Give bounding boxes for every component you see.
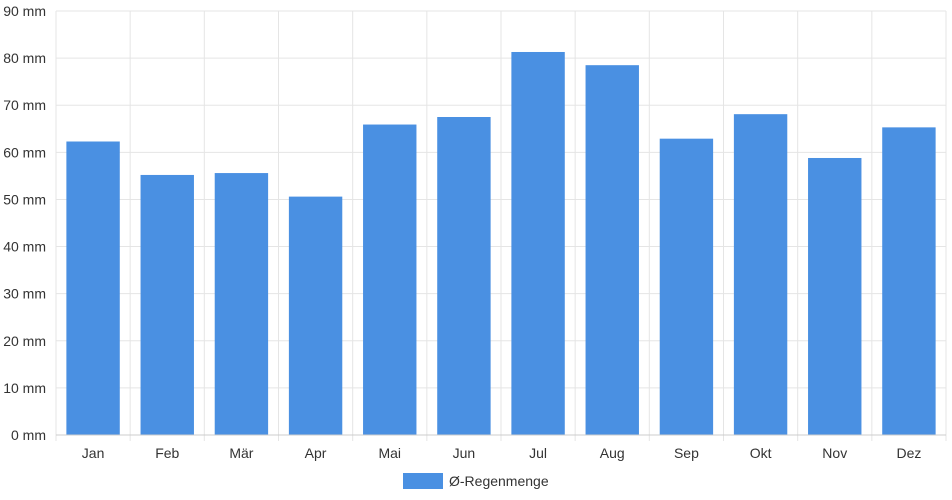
bar[interactable] (437, 117, 491, 435)
x-tick-label: Apr (305, 445, 327, 461)
legend-swatch (403, 473, 443, 489)
x-tick-label: Jul (529, 445, 547, 461)
y-tick-label: 20 mm (3, 333, 46, 349)
bar[interactable] (511, 51, 565, 436)
x-tick-label: Aug (600, 445, 625, 461)
bar[interactable] (808, 157, 862, 435)
x-tick-label: Jan (82, 445, 105, 461)
y-tick-label: 0 mm (11, 427, 46, 443)
grid-lines (55, 10, 947, 441)
y-tick-label: 10 mm (3, 380, 46, 396)
bar[interactable] (363, 124, 417, 435)
y-axis-ticks: 0 mm 10 mm 20 mm 30 mm 40 mm 50 mm 60 mm 70 mm 8… (3, 3, 46, 443)
y-tick-label: 60 mm (3, 144, 46, 160)
y-tick-label: 50 mm (3, 191, 46, 207)
x-tick-label: Okt (750, 445, 772, 461)
x-tick-label: Mai (378, 445, 401, 461)
x-tick-label: Mär (229, 445, 253, 461)
bar[interactable] (140, 174, 194, 436)
y-tick-label: 30 mm (3, 286, 46, 302)
bar[interactable] (214, 173, 269, 435)
x-axis-ticks: Jan Feb Mär Apr Mai Jun Jul Aug Sep Okt Nov Dez (82, 445, 922, 461)
bar[interactable] (288, 196, 343, 435)
bars (56, 51, 946, 436)
legend-label: Ø-Regenmenge (449, 473, 549, 489)
x-tick-label: Feb (155, 445, 179, 461)
y-tick-label: 90 mm (3, 3, 46, 19)
bar[interactable] (733, 114, 788, 435)
x-tick-label: Nov (822, 445, 847, 461)
bar[interactable] (659, 138, 714, 435)
x-tick-label: Sep (674, 445, 699, 461)
legend[interactable]: Ø-Regenmenge (403, 473, 549, 489)
y-tick-label: 80 mm (3, 50, 46, 66)
bar-chart: 0 mm 10 mm 20 mm 30 mm 40 mm 50 mm 60 mm 70 mm 8… (3, 3, 947, 461)
bar[interactable] (585, 65, 639, 435)
y-tick-label: 40 mm (3, 239, 46, 255)
bar[interactable] (66, 141, 120, 435)
y-tick-label: 70 mm (3, 97, 46, 113)
x-tick-label: Dez (896, 445, 921, 461)
bar[interactable] (882, 127, 936, 435)
x-tick-label: Jun (453, 445, 476, 461)
